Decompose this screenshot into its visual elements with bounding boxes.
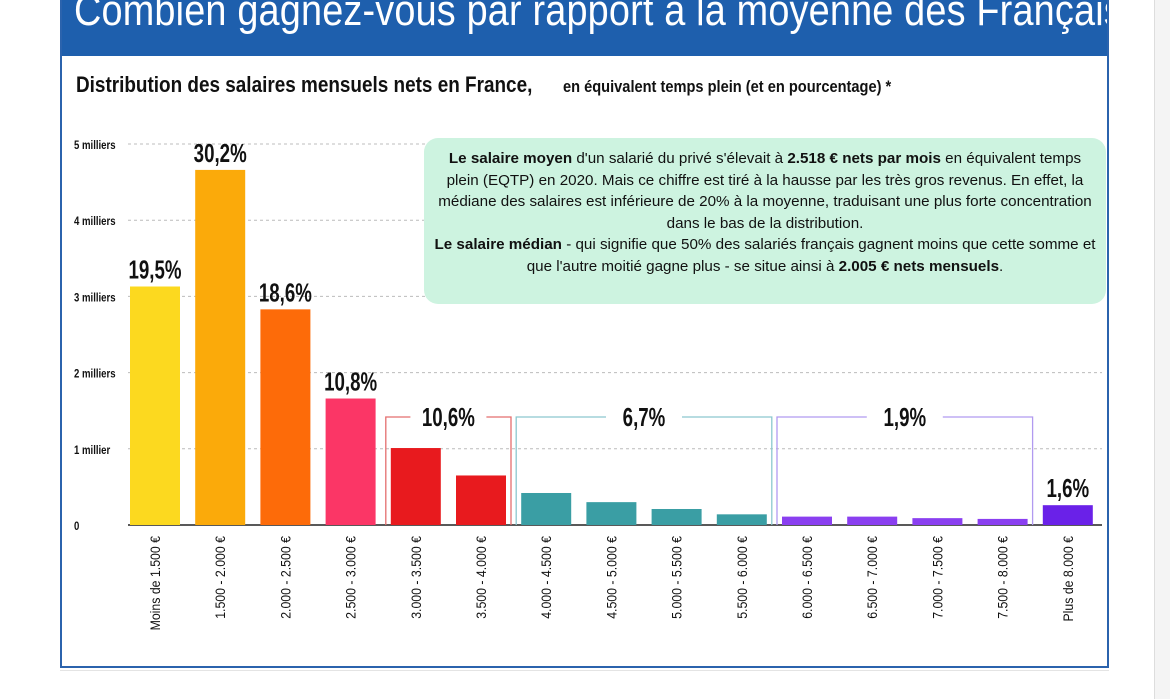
info-text-2a: - qui signifie que 50% des salariés fran… [526, 236, 1096, 275]
info-box: Le salaire moyen d'un salarié du privé s… [424, 138, 1106, 304]
y-tick-label: 4 milliers [74, 215, 116, 228]
x-category-label: 2.000 - 2.500 € [278, 535, 294, 618]
data-label: 1,9% [883, 402, 926, 432]
bar [195, 169, 246, 525]
x-category-label: 2.500 - 3.000 € [343, 535, 359, 618]
y-tick-label: 2 milliers [74, 368, 116, 381]
infographic-card: Combien gagnez-vous par rapport à la moy… [60, 0, 1109, 668]
bracket-line [776, 416, 867, 525]
bar [456, 475, 506, 525]
bar [586, 502, 637, 525]
x-category-label: 6.000 - 6.500 € [799, 535, 815, 618]
y-tick-label: 0 [74, 520, 79, 533]
data-label: 19,5% [128, 254, 181, 284]
bar [325, 398, 376, 525]
data-label: 10,8% [324, 366, 377, 396]
y-tick-label: 5 milliers [74, 139, 116, 152]
bar [651, 508, 702, 525]
x-axis-categories: Moins de 1.500 € 1.500 - 2.000 € 2.000 - 2… [147, 535, 1076, 630]
y-tick-label: 1 millier [74, 444, 111, 457]
scrollbar[interactable] [1154, 0, 1170, 699]
bar [260, 309, 311, 525]
data-labels: 19,5% 30,2% 18,6% 10,8% 10,6% 6,7% 1,9% 1,6% [128, 138, 1089, 503]
bar [782, 516, 832, 525]
x-category-label: 1.500 - 2.000 € [212, 535, 228, 618]
bar [912, 518, 963, 525]
data-label: 6,7% [623, 402, 666, 432]
data-label: 30,2% [194, 138, 247, 168]
data-label: 1,6% [1046, 473, 1089, 503]
info-text-2b: . [999, 257, 1004, 275]
x-category-label: 7.500 - 8.000 € [995, 535, 1011, 618]
x-category-label: Plus de 8.000 € [1060, 535, 1076, 621]
x-category-label: 3.500 - 4.000 € [473, 535, 489, 618]
bar [521, 492, 572, 525]
info-bold-median-value: 2.005 € nets mensuels [838, 257, 1000, 275]
bracket-line [385, 416, 411, 525]
x-category-label: Moins de 1.500 € [147, 535, 163, 630]
x-category-label: 7.000 - 7.500 € [930, 535, 946, 618]
chart-subtitle-main: Distribution des salaires mensuels nets … [76, 72, 533, 97]
salary-bar-chart: 0 1 millier 2 milliers 3 milliers 4 milliers… [74, 138, 1102, 630]
bar [847, 516, 898, 525]
page-margin-left [0, 0, 60, 699]
bar [130, 286, 180, 525]
bar [390, 448, 441, 525]
info-box-text: Le salaire moyen d'un salarié du privé s… [434, 148, 1096, 277]
data-label: 18,6% [259, 277, 312, 307]
y-tick-label: 3 milliers [74, 291, 116, 304]
x-category-label: 5.500 - 6.000 € [734, 535, 750, 618]
x-category-label: 3.000 - 3.500 € [408, 535, 424, 618]
y-axis-ticks: 0 1 millier 2 milliers 3 milliers 4 milliers… [74, 139, 116, 533]
group-brackets [385, 416, 1034, 525]
bracket-line [682, 416, 773, 525]
bracket-line [486, 416, 512, 525]
page-below-area [60, 670, 1109, 700]
bar [977, 518, 1028, 525]
title-banner: Combien gagnez-vous par rapport à la moy… [62, 0, 1107, 56]
x-category-label: 4.500 - 5.000 € [604, 535, 620, 618]
chart-bars [130, 169, 1093, 525]
bar [716, 514, 767, 525]
x-category-label: 4.000 - 4.500 € [538, 535, 554, 618]
page-title: Combien gagnez-vous par rapport à la moy… [74, 0, 1107, 35]
info-bold-median: Le salaire médian [434, 236, 562, 253]
info-bold-mean-value: 2.518 € nets par mois [787, 150, 941, 167]
x-category-label: 5.000 - 5.500 € [669, 535, 685, 618]
info-text-1a: d'un salarié du privé s'élevait à [572, 150, 788, 167]
chart-subtitle: Distribution des salaires mensuels nets … [76, 72, 945, 98]
bracket-line [515, 416, 606, 525]
bracket-line [942, 416, 1034, 525]
bar [1042, 505, 1093, 525]
x-category-label: 6.500 - 7.000 € [864, 535, 880, 618]
data-label: 10,6% [422, 402, 475, 432]
info-bold-mean: Le salaire moyen [448, 150, 573, 167]
info-text-1b: en équivalent temps plein (EQTP) en 2020… [438, 150, 1092, 232]
chart-subtitle-rest: en équivalent temps plein (et en pourcen… [563, 77, 892, 96]
